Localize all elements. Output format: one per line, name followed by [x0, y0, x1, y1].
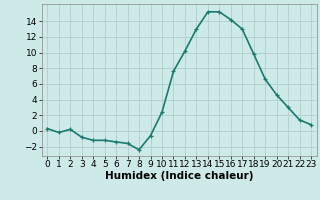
X-axis label: Humidex (Indice chaleur): Humidex (Indice chaleur) [105, 171, 253, 181]
